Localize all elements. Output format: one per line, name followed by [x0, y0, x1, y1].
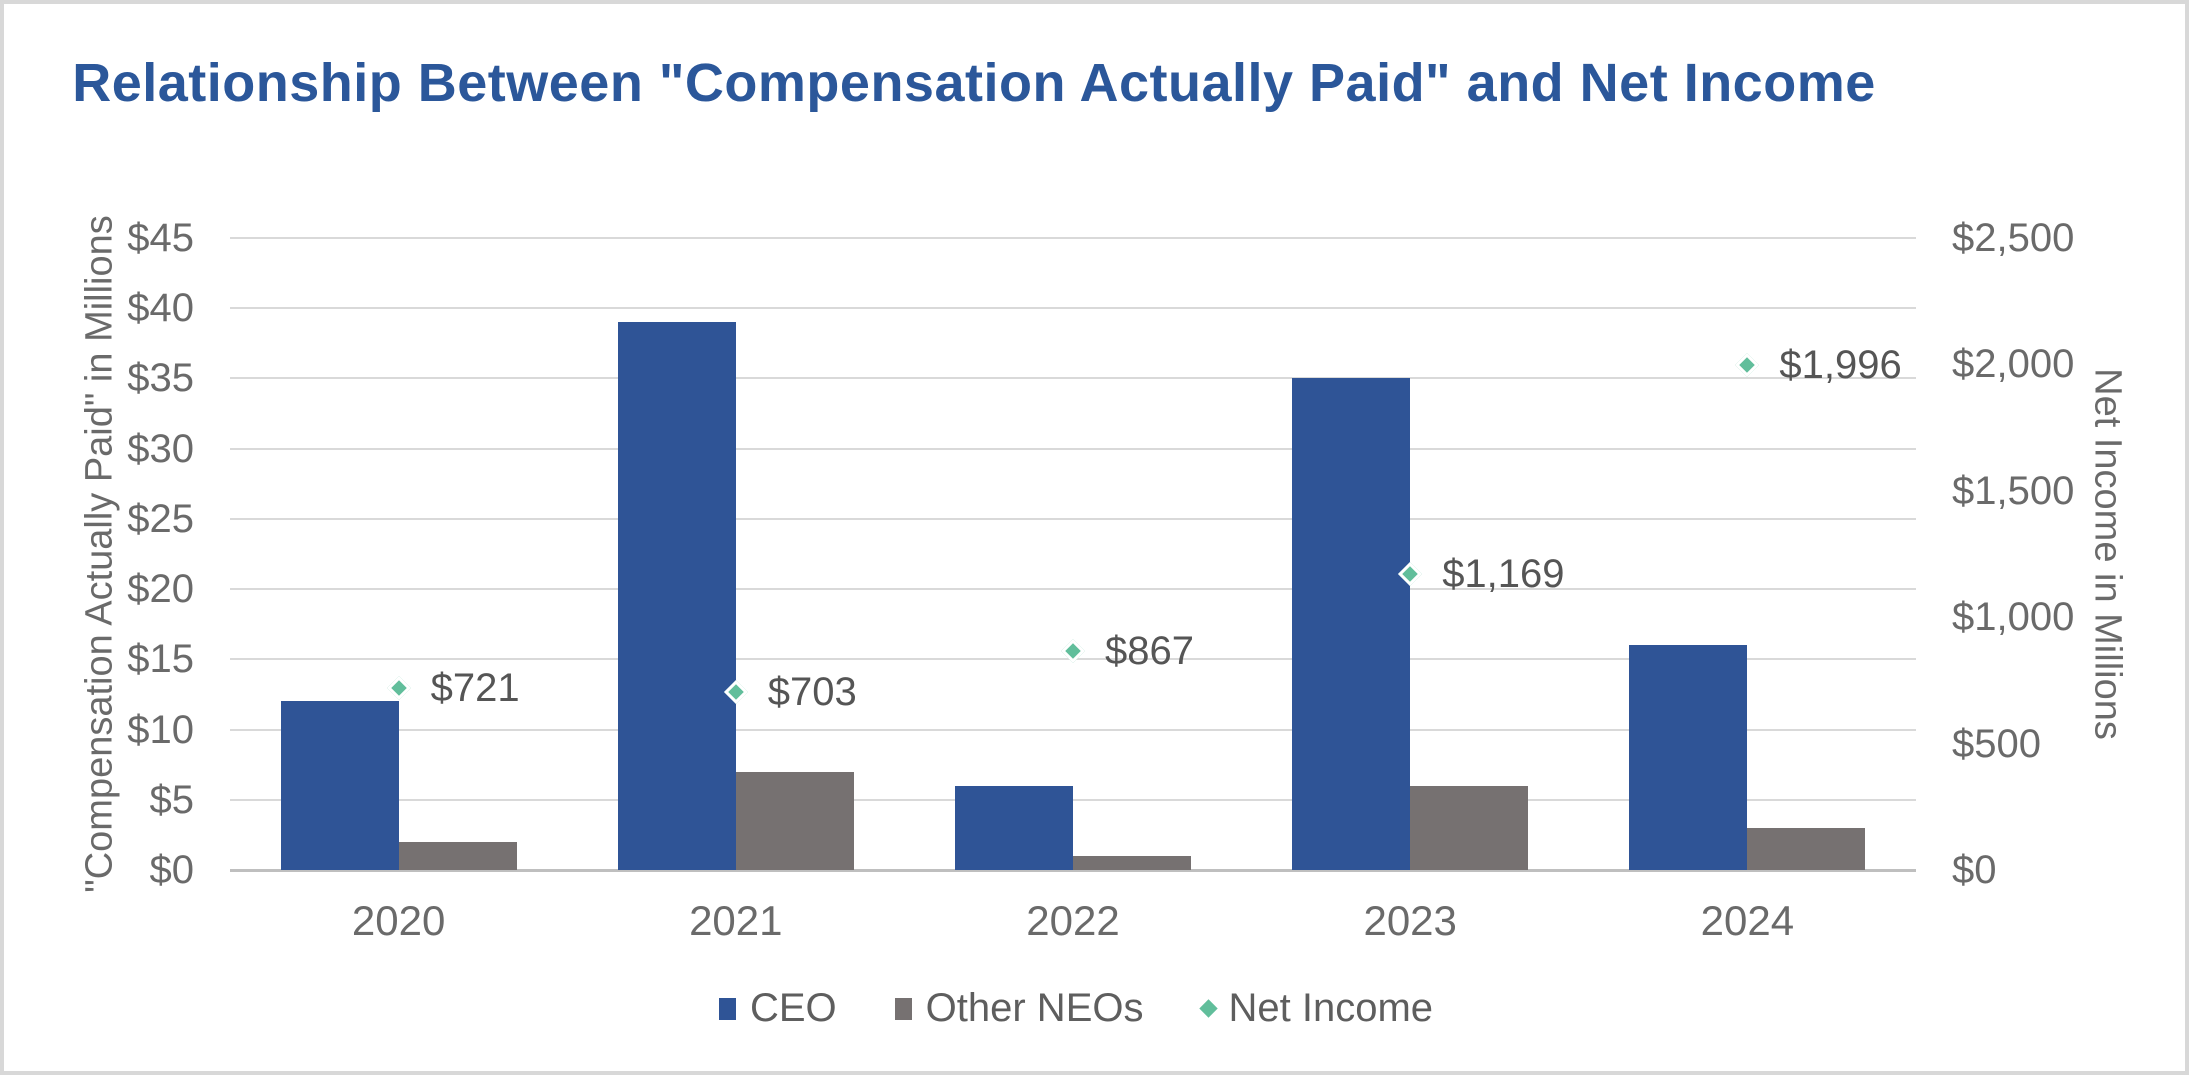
x-axis-line — [230, 869, 1916, 872]
left-axis-title: "Compensation Actually Paid" in Millions — [78, 215, 121, 893]
legend-item-other-neos: Other NEOs — [894, 986, 1144, 1031]
net-income-data-label: $721 — [430, 665, 520, 710]
horizontal-gridline — [230, 798, 1916, 801]
right-axis-tick-label: $1,500 — [1952, 468, 2075, 513]
other-neos-series-swatch — [894, 997, 912, 1020]
ceo-bar — [1292, 378, 1411, 870]
other-neos-bar — [735, 771, 854, 870]
net-income-marker — [386, 675, 411, 700]
left-axis-tick-label: $40 — [127, 286, 194, 331]
x-axis-category-label: 2021 — [689, 897, 783, 944]
net-income-data-label: $1,996 — [1779, 343, 1902, 388]
legend-item-ceo: CEO — [718, 986, 837, 1031]
left-axis-tick-label: $15 — [127, 637, 194, 682]
horizontal-gridline — [230, 588, 1916, 591]
left-axis-tick-label: $35 — [127, 356, 194, 401]
horizontal-gridline — [230, 728, 1916, 731]
legend-label-other-neos: Other NEOs — [925, 986, 1144, 1030]
net-income-data-label: $1,169 — [1442, 552, 1565, 597]
ceo-bar — [280, 701, 399, 870]
right-axis-tick-label: $500 — [1952, 721, 2041, 766]
legend: CEO Other NEOs Net Income — [230, 986, 1922, 1031]
net-income-marker — [1735, 353, 1760, 378]
other-neos-bar — [398, 841, 517, 870]
left-axis-tick-label: $0 — [149, 848, 195, 892]
left-axis-tick-label: $20 — [127, 567, 194, 612]
left-axis-tick-label: $10 — [127, 707, 194, 752]
other-neos-bar — [1073, 855, 1191, 870]
horizontal-gridline — [230, 517, 1916, 520]
ceo-bar — [617, 322, 736, 870]
x-axis-category-label: 2022 — [1026, 897, 1120, 944]
ceo-series-swatch — [718, 997, 736, 1020]
plot-area: $0 $5 $10 $15 $20 $25 $30 $35 $40 $45 $0 $500 $1,000… — [4, 4, 2185, 1071]
x-axis-category-label: 2024 — [1700, 897, 1795, 944]
x-axis-category-label: 2023 — [1363, 897, 1457, 944]
net-income-diamond-icon — [1198, 999, 1218, 1018]
right-axis-tick-label: $0 — [1952, 848, 1997, 892]
x-axis-category-label: 2020 — [351, 897, 446, 944]
horizontal-gridline — [230, 237, 1916, 239]
right-axis-tick-label: $1,000 — [1952, 595, 2075, 640]
left-axis-tick-label: $25 — [127, 496, 194, 541]
left-axis-tick-label: $5 — [149, 777, 195, 822]
left-axis-tick-label: $45 — [127, 216, 194, 260]
other-neos-bar — [1747, 827, 1866, 870]
ceo-bar — [1629, 645, 1748, 870]
left-axis-tick-label: $30 — [127, 426, 194, 471]
legend-item-net-income: Net Income — [1198, 986, 1434, 1031]
right-axis-tick-label: $2,500 — [1952, 216, 2075, 260]
net-income-data-label: $867 — [1105, 628, 1194, 673]
ceo-bar — [955, 785, 1073, 870]
right-axis-title: Net Income in Millions — [2086, 368, 2129, 740]
other-neos-bar — [1410, 785, 1529, 870]
chart-title: Relationship Between "Compensation Actua… — [72, 53, 1876, 113]
legend-label-ceo: CEO — [749, 986, 837, 1030]
legend-label-net-income: Net Income — [1228, 986, 1434, 1030]
horizontal-gridline — [230, 447, 1916, 450]
right-axis-tick-label: $2,000 — [1952, 342, 2075, 387]
horizontal-gridline — [230, 377, 1916, 380]
horizontal-gridline — [230, 307, 1916, 310]
net-income-data-label: $703 — [767, 670, 857, 715]
